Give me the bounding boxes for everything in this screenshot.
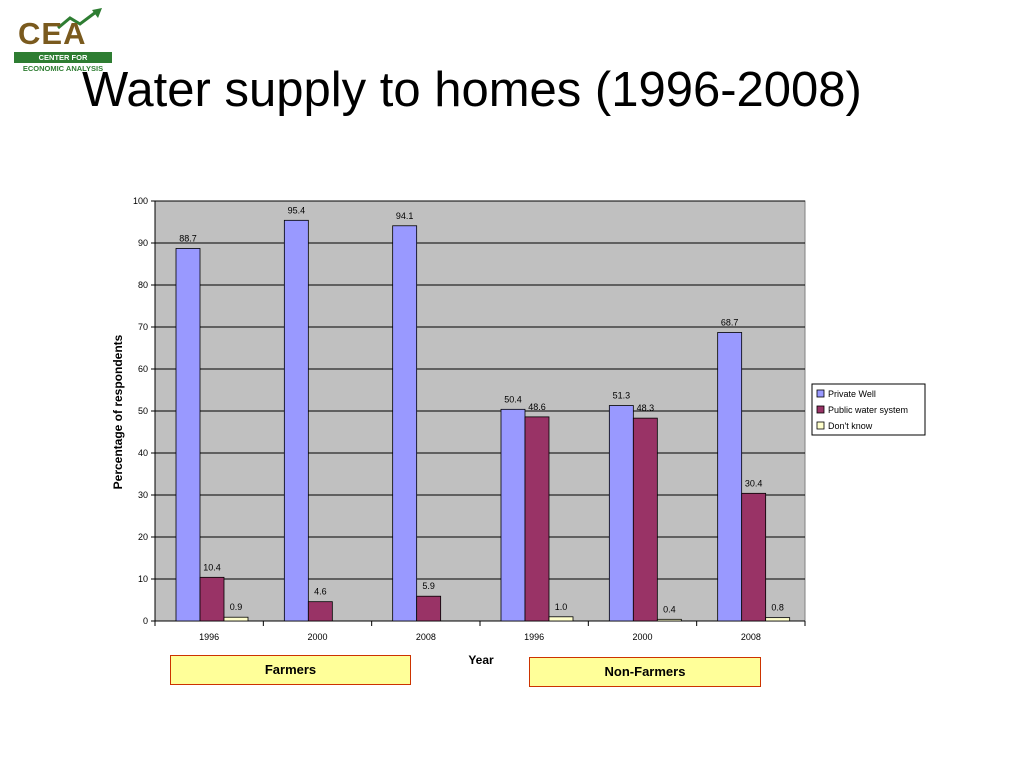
trend-arrow-icon <box>57 8 102 30</box>
y-tick-label: 40 <box>138 448 148 458</box>
data-label: 5.9 <box>422 581 435 591</box>
y-tick-label: 70 <box>138 322 148 332</box>
bar-private-well <box>283 219 309 622</box>
legend-label: Private Well <box>828 389 876 399</box>
x-tick-label: 2000 <box>632 632 652 642</box>
non-farmers-label-text: Non-Farmers <box>604 664 686 679</box>
legend-swatch <box>816 421 825 430</box>
y-tick-label: 90 <box>138 238 148 248</box>
data-label: 1.0 <box>555 602 568 612</box>
bar-dont-know <box>765 617 791 622</box>
farmers-label-text: Farmers <box>264 662 317 677</box>
bar-private-well <box>500 408 526 622</box>
logo-line1: CENTER FOR <box>14 52 112 63</box>
x-tick-label: 2008 <box>416 632 436 642</box>
bar-dont-know <box>656 618 682 622</box>
bar-public-water-system <box>199 576 225 622</box>
x-tick-label: 1996 <box>199 632 219 642</box>
data-label: 88.7 <box>179 233 197 243</box>
y-tick-label: 80 <box>138 280 148 290</box>
data-label: 95.4 <box>288 205 306 215</box>
data-label: 0.4 <box>663 604 676 614</box>
bar-public-water-system <box>741 492 767 622</box>
x-tick-label: 2000 <box>307 632 327 642</box>
bar-private-well <box>717 332 743 622</box>
bar-public-water-system <box>416 595 442 622</box>
legend-swatch <box>816 389 825 398</box>
data-label: 10.4 <box>203 562 221 572</box>
data-label: 0.9 <box>230 602 243 612</box>
y-tick-label: 50 <box>138 406 148 416</box>
data-label: 68.7 <box>721 317 739 327</box>
bar-private-well <box>608 405 634 622</box>
data-label: 48.6 <box>528 402 546 412</box>
bar-public-water-system <box>307 601 333 622</box>
y-tick-label: 10 <box>138 574 148 584</box>
data-label: 51.3 <box>613 391 631 401</box>
farmers-group-label: Farmers <box>170 655 411 685</box>
legend-swatch <box>816 405 825 414</box>
y-tick-label: 100 <box>133 196 148 206</box>
x-tick-label: 1996 <box>524 632 544 642</box>
data-label: 4.6 <box>314 587 327 597</box>
logo-text: CEA <box>18 16 87 51</box>
data-label: 0.8 <box>771 603 784 613</box>
bar-private-well <box>175 248 201 622</box>
data-label: 30.4 <box>745 478 763 488</box>
data-label: 50.4 <box>504 394 522 404</box>
bar-dont-know <box>223 616 249 622</box>
cea-logo: CEA CENTER FOR ECONOMIC ANALYSIS <box>14 8 114 74</box>
legend-label: Public water system <box>828 405 908 415</box>
y-tick-label: 30 <box>138 490 148 500</box>
y-axis-title: Percentage of respondents <box>111 334 125 489</box>
x-axis-title: Year <box>468 653 494 667</box>
data-label: 48.3 <box>637 403 655 413</box>
legend <box>811 383 926 436</box>
y-tick-label: 60 <box>138 364 148 374</box>
page-title: Water supply to homes (1996-2008) <box>82 63 862 117</box>
bar-public-water-system <box>524 416 550 622</box>
y-tick-label: 20 <box>138 532 148 542</box>
legend-label: Don't know <box>828 421 873 431</box>
bar-private-well <box>392 225 418 622</box>
y-tick-label: 0 <box>143 616 148 626</box>
bar-dont-know <box>548 616 574 622</box>
bar-public-water-system <box>632 417 658 622</box>
data-label: 94.1 <box>396 211 414 221</box>
x-tick-label: 2008 <box>741 632 761 642</box>
logo-line2: ECONOMIC ANALYSIS <box>22 64 104 73</box>
non-farmers-group-label: Non-Farmers <box>529 657 761 687</box>
